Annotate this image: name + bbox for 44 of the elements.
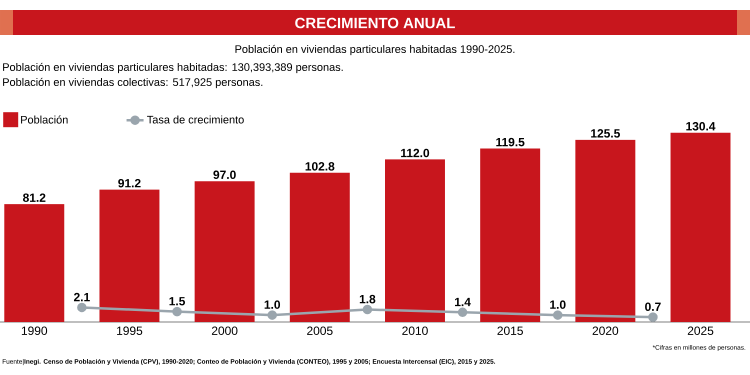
data-label: 2.1 bbox=[74, 292, 90, 302]
x-tick-label: 2010 bbox=[402, 326, 428, 335]
x-tick-label: 2015 bbox=[497, 326, 523, 335]
data-label: 1.0 bbox=[550, 300, 566, 309]
legend-label: Población bbox=[21, 115, 68, 124]
data-label: 0.7 bbox=[645, 302, 661, 311]
bar bbox=[99, 190, 160, 322]
bar bbox=[575, 140, 636, 322]
bar bbox=[290, 172, 350, 322]
chart-title: CRECIMIENTO ANUAL bbox=[295, 18, 455, 28]
bar bbox=[194, 181, 255, 322]
bar bbox=[670, 132, 730, 322]
chart-subtitle: Población en viviendas particulares habitadas 1990-2025. bbox=[235, 44, 514, 56]
text: Población en viviendas colectivas: 517,925 personas. bbox=[3, 78, 262, 88]
bar bbox=[480, 148, 540, 322]
x-tick-label: 2000 bbox=[212, 326, 238, 335]
text: Población en viviendas particulares habitadas: 130,393,389 personas. bbox=[3, 62, 343, 74]
data-label: 119.5 bbox=[496, 138, 524, 146]
x-tick-label: 2005 bbox=[307, 326, 333, 335]
point bbox=[172, 306, 182, 316]
point bbox=[77, 302, 87, 312]
data-label: 125.5 bbox=[591, 129, 620, 138]
data-label: 1.0 bbox=[264, 300, 280, 309]
data-label: 97.0 bbox=[213, 170, 236, 179]
legend-label: Tasa de crecimiento bbox=[147, 115, 244, 124]
bar bbox=[4, 204, 64, 322]
data-label: 1.4 bbox=[455, 298, 471, 306]
point bbox=[362, 304, 372, 314]
x-tick-label: 2025 bbox=[688, 326, 714, 335]
x-tick-label: 1995 bbox=[117, 326, 142, 335]
point bbox=[267, 310, 277, 320]
x-tick-label: 1990 bbox=[22, 326, 48, 335]
x-tick-label: 2020 bbox=[592, 326, 618, 335]
data-label: 112.0 bbox=[401, 148, 430, 158]
data-label: 130.4 bbox=[686, 122, 716, 131]
data-label: 1.5 bbox=[169, 297, 186, 306]
data-label: 102.8 bbox=[306, 162, 334, 171]
point bbox=[553, 310, 563, 320]
point bbox=[648, 312, 658, 322]
point bbox=[458, 308, 468, 318]
data-label: 81.2 bbox=[23, 193, 46, 202]
bar bbox=[385, 159, 445, 322]
data-label: 91.2 bbox=[118, 178, 141, 188]
data-label: 1.8 bbox=[360, 294, 376, 304]
